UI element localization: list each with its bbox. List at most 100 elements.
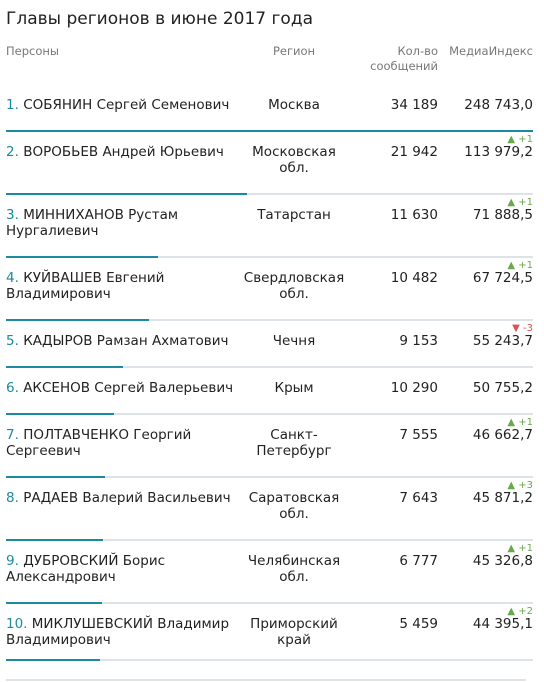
region-name: Санкт-Петербург: [256, 427, 332, 459]
media-index-bar-fill: [6, 256, 159, 258]
rank-change-badge: ▲ +3: [507, 480, 533, 491]
list-item: 7. ПОЛТАВЧЕНКО Георгий Сергеевич Санкт-Пе…: [6, 416, 533, 479]
media-index-value: 44 395,1: [472, 616, 533, 632]
media-index-bar-fill: [6, 319, 150, 321]
message-count: 6 777: [399, 553, 438, 569]
media-index-bar-fill: [6, 476, 106, 478]
person-name: 1. СОБЯНИН Сергей Семенович: [6, 97, 238, 113]
media-index-bar-track: [6, 539, 533, 541]
region-name: Татарстан: [257, 207, 331, 223]
list-item: 1. СОБЯНИН Сергей Семенович Москва 34 189 2…: [6, 86, 533, 133]
region-name: Московская обл.: [252, 144, 336, 176]
region-name: Саратовская обл.: [248, 490, 340, 522]
message-count: 21 942: [390, 144, 438, 160]
media-index-bar-fill: [6, 413, 114, 415]
rank-number: 5.: [6, 333, 19, 349]
message-count: 11 630: [390, 207, 438, 223]
media-index-bar-track: [6, 602, 533, 604]
media-index-bar-fill: [6, 130, 533, 132]
list-item: 10. МИКЛУШЕВСКИЙ Владимир Владимирович Пр…: [6, 605, 533, 662]
region-name: Свердловская обл.: [243, 270, 345, 302]
list-item: 9. ДУБРОВСКИЙ Борис Александрович Челябин…: [6, 542, 533, 605]
media-index-bar-fill: [6, 539, 103, 541]
person-name: 4. КУЙВАШЕВ Евгений Владимирович: [6, 270, 238, 302]
message-count: 9 153: [399, 333, 438, 349]
region-name: Чечня: [272, 333, 316, 349]
media-index-bar-track: [6, 319, 533, 321]
person-name: 3. МИННИХАНОВ Рустам Нургалиевич: [6, 207, 238, 239]
list-item: 2. ВОРОБЬЕВ Андрей Юрьевич Московская обл…: [6, 133, 533, 196]
rank-change-badge: ▲ +1: [507, 543, 533, 554]
message-count: 10 482: [390, 270, 438, 286]
media-index-value: 67 724,5: [472, 270, 533, 286]
person-name: 2. ВОРОБЬЕВ Андрей Юрьевич: [6, 144, 238, 160]
media-index-value: 45 326,8: [472, 553, 533, 569]
region-name: Челябинская обл.: [247, 553, 341, 585]
rank-number: 2.: [6, 144, 19, 160]
message-count: 7 555: [399, 427, 438, 443]
region-name: Приморский край: [250, 616, 338, 648]
column-header-count: Кол-во сообщений: [370, 44, 438, 73]
person-name-text: МИННИХАНОВ Рустам Нургалиевич: [6, 207, 179, 239]
rank-change-badge: ▲ +1: [507, 197, 533, 208]
media-index-bar-fill: [6, 366, 123, 368]
person-name: 10. МИКЛУШЕВСКИЙ Владимир Владимирович: [6, 616, 238, 648]
person-name: 5. КАДЫРОВ Рамзан Ахматович: [6, 333, 238, 349]
media-index-value: 55 243,7: [472, 333, 533, 349]
rank-number: 4.: [6, 270, 19, 286]
person-name-text: МИКЛУШЕВСКИЙ Владимир Владимирович: [6, 616, 230, 648]
person-name-text: СОБЯНИН Сергей Семенович: [23, 97, 230, 113]
rank-number: 3.: [6, 207, 19, 223]
message-count: 10 290: [390, 380, 438, 396]
media-index-bar-fill: [6, 193, 248, 195]
person-name: 8. РАДАЕВ Валерий Васильевич: [6, 490, 238, 506]
person-name-text: ВОРОБЬЕВ Андрей Юрьевич: [23, 144, 224, 160]
media-index-bar-track: [6, 256, 533, 258]
person-name-text: РАДАЕВ Валерий Васильевич: [23, 490, 231, 506]
column-header-region: Регион: [272, 44, 316, 58]
column-header-persons: Персоны: [6, 44, 59, 58]
list-item: 8. РАДАЕВ Валерий Васильевич Саратовская …: [6, 479, 533, 542]
media-index-value: 71 888,5: [472, 207, 533, 223]
rank-number: 1.: [6, 97, 19, 113]
rank-number: 10.: [6, 616, 28, 632]
media-index-bar-fill: [6, 659, 100, 661]
rank-number: 6.: [6, 380, 19, 396]
media-index-value: 50 755,2: [472, 380, 533, 396]
media-index-bar-track: [6, 476, 533, 478]
media-index-bar-track: [6, 130, 533, 132]
media-index-bar-track: [6, 193, 533, 195]
rank-change-badge: ▲ +1: [507, 260, 533, 271]
message-count: 5 459: [399, 616, 438, 632]
rank-change-badge: ▼ -3: [512, 323, 533, 334]
rank-change-badge: ▲ +2: [507, 606, 533, 617]
list-item: 3. МИННИХАНОВ Рустам Нургалиевич Татарста…: [6, 196, 533, 259]
message-count: 34 189: [390, 97, 438, 113]
media-index-value: 248 743,0: [464, 97, 533, 113]
rank-number: 7.: [6, 427, 19, 443]
person-name-text: АКСЕНОВ Сергей Валерьевич: [23, 380, 234, 396]
table-bottom-divider: [6, 679, 526, 681]
media-index-bar-track: [6, 366, 533, 368]
media-index-bar-track: [6, 413, 533, 415]
person-name: 9. ДУБРОВСКИЙ Борис Александрович: [6, 553, 238, 585]
media-index-value: 45 871,2: [472, 490, 533, 506]
person-name-text: КАДЫРОВ Рамзан Ахматович: [23, 333, 229, 349]
list-item: 5. КАДЫРОВ Рамзан Ахматович Чечня 9 153 55 …: [6, 322, 533, 369]
column-header-media-index: МедиаИндекс: [449, 44, 533, 58]
rank-change-badge: ▲ +1: [507, 417, 533, 428]
region-name: Крым: [274, 380, 314, 396]
list-item: 6. АКСЕНОВ Сергей Валерьевич Крым 10 290 50…: [6, 369, 533, 416]
media-index-value: 113 979,2: [464, 144, 533, 160]
person-name: 6. АКСЕНОВ Сергей Валерьевич: [6, 380, 238, 396]
rank-change-badge: ▲ +1: [507, 134, 533, 145]
person-name-text: ПОЛТАВЧЕНКО Георгий Сергеевич: [6, 427, 192, 459]
rank-number: 9.: [6, 553, 19, 569]
page-title: Главы регионов в июне 2017 года: [6, 9, 313, 29]
message-count: 7 643: [399, 490, 438, 506]
media-index-bar-fill: [6, 602, 102, 604]
rank-number: 8.: [6, 490, 19, 506]
media-index-value: 46 662,7: [472, 427, 533, 443]
person-name: 7. ПОЛТАВЧЕНКО Георгий Сергеевич: [6, 427, 238, 459]
